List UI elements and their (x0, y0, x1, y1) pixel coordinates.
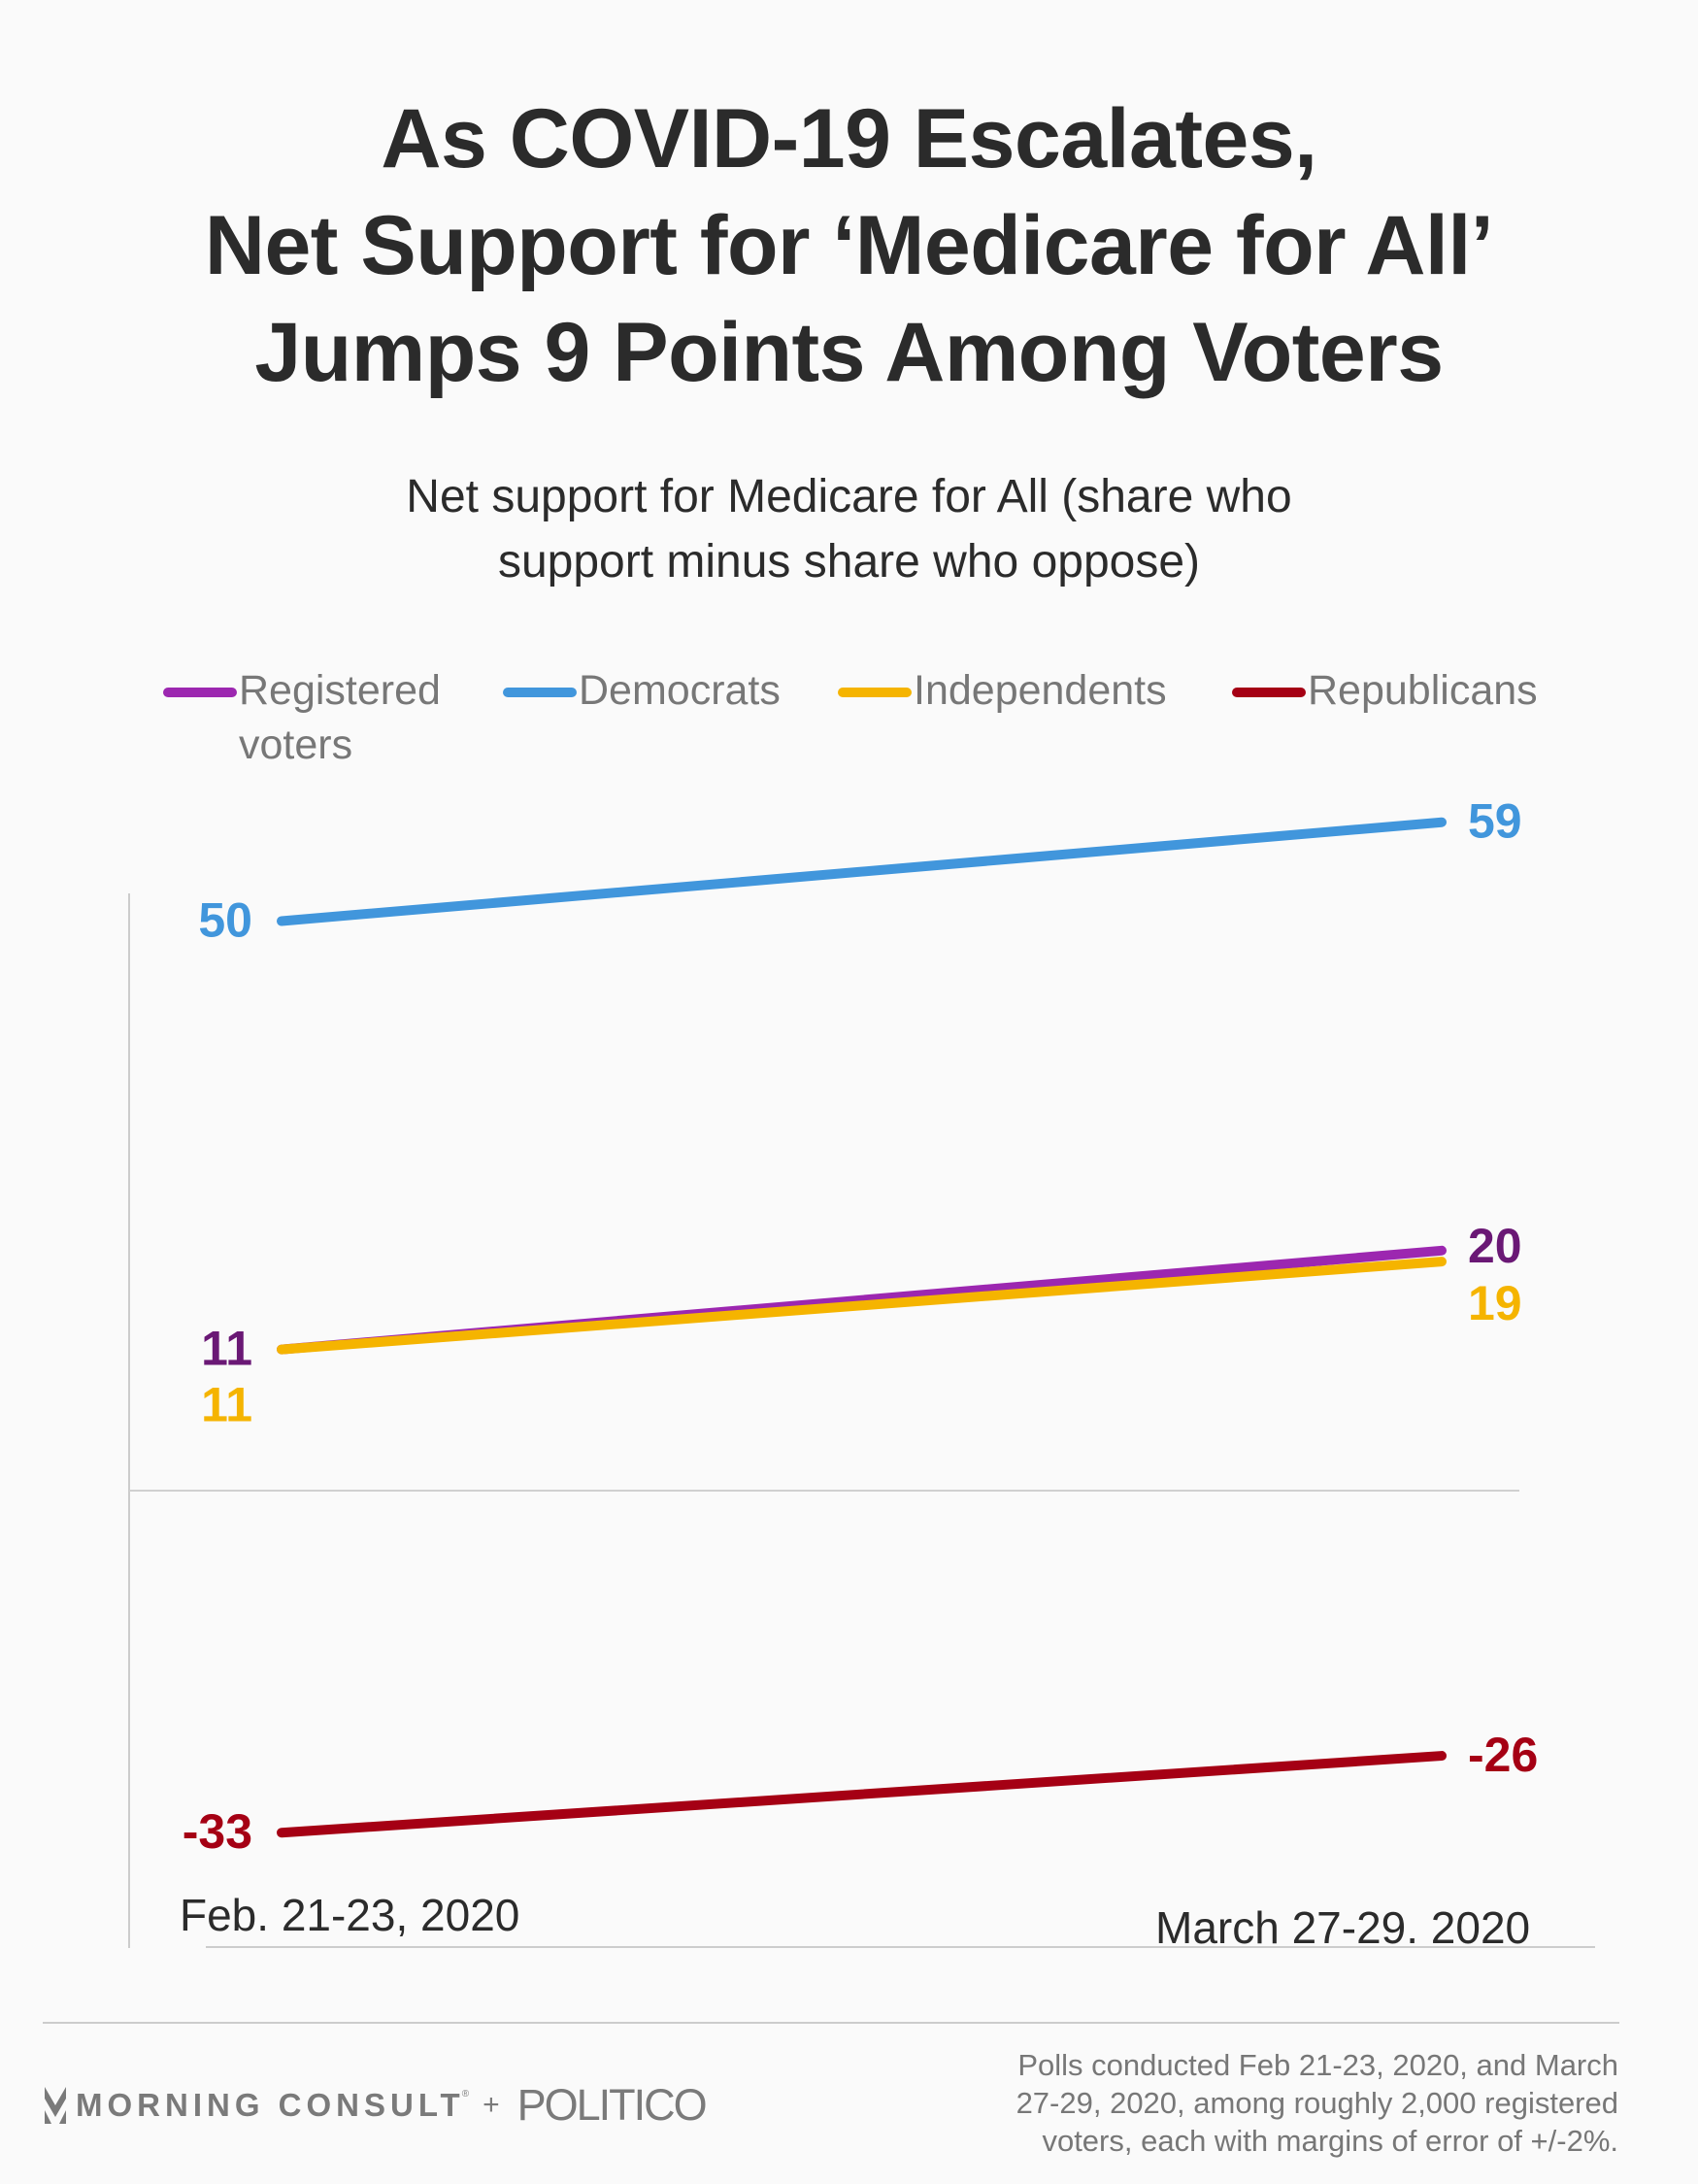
morning-consult-logo-icon (45, 2087, 66, 2124)
legend-label: Democrats (579, 667, 781, 714)
data-label-republicans-start: -33 (183, 1804, 252, 1859)
legend-label: Republicans (1308, 667, 1538, 714)
footer-divider (43, 2022, 1619, 2024)
x-tick-label-end: March 27-29. 2020 (1155, 1902, 1531, 1953)
politico-wordmark: POLITICO (516, 2080, 708, 2130)
data-label-democrats-start: 50 (198, 893, 252, 948)
chart-title: As COVID-19 Escalates, Net Support for ‘… (0, 85, 1698, 406)
data-label-republicans-end: -26 (1468, 1728, 1538, 1782)
x-tick-label-start: Feb. 21-23, 2020 (180, 1890, 520, 1940)
source-note: Polls conducted Feb 21-23, 2020, and Mar… (1015, 2048, 1618, 2158)
title-line: Net Support for ‘Medicare for All’ (204, 199, 1494, 292)
registered-mark: ® (461, 2088, 470, 2100)
subtitle-line: Net support for Medicare for All (share … (406, 471, 1292, 522)
title-line: As COVID-19 Escalates, (381, 92, 1317, 185)
chart-subtitle: Net support for Medicare for All (share … (0, 464, 1698, 594)
title-line: Jumps 9 Points Among Voters (254, 306, 1444, 399)
label-layer: 50 59 11 20 11 19 -33 -26 (183, 794, 1539, 1860)
legend-swatch (163, 688, 237, 697)
data-label-independents-start: 11 (201, 1378, 252, 1432)
brand-plus: + (483, 2089, 500, 2121)
data-label-independents-end: 19 (1468, 1276, 1522, 1330)
data-label-registered-voters-start: 11 (201, 1322, 252, 1376)
legend-label: Independents (914, 667, 1167, 714)
legend-swatch (1232, 688, 1306, 697)
series-line-democrats (277, 817, 1447, 926)
series-line-republicans (277, 1751, 1447, 1838)
legend-swatch (503, 688, 577, 697)
data-label-democrats-end: 59 (1468, 794, 1522, 849)
series-line-independents (277, 1257, 1447, 1355)
morning-consult-wordmark: MORNING CONSULT (76, 2087, 465, 2123)
legend-label: Registered voters (239, 667, 441, 768)
series-layer (277, 817, 1447, 1838)
data-label-registered-voters-end: 20 (1468, 1219, 1522, 1273)
legend-swatch (838, 688, 912, 697)
brand-logos: MORNING CONSULT ® + POLITICO (45, 2080, 708, 2130)
subtitle-line: support minus share who oppose) (497, 536, 1201, 588)
